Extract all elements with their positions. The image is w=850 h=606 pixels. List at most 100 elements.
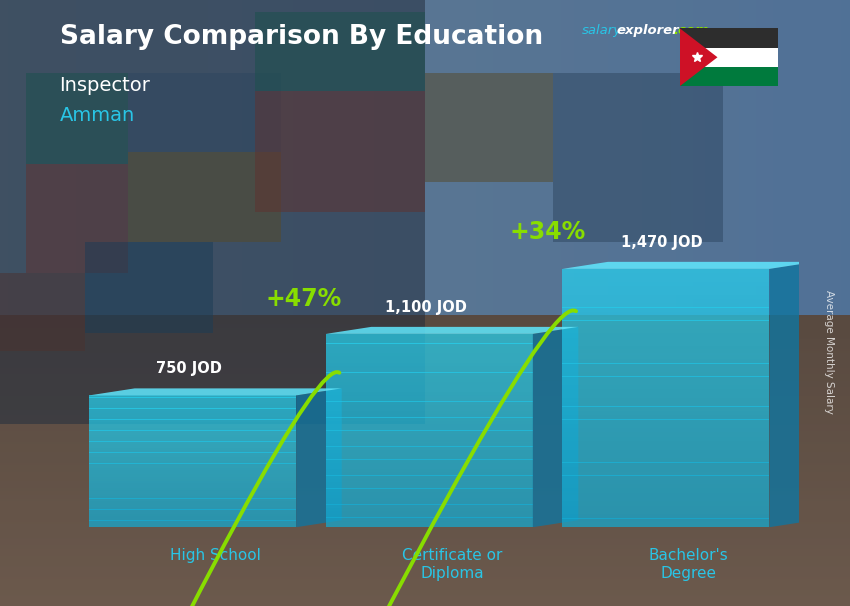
Bar (425, 73, 552, 182)
Bar (26, 73, 128, 164)
Bar (89, 510, 296, 512)
Bar (563, 299, 769, 304)
Bar (326, 466, 533, 469)
Bar (89, 496, 296, 499)
Text: Certificate or
Diploma: Certificate or Diploma (402, 548, 502, 581)
Bar (89, 503, 296, 505)
Bar (89, 446, 296, 448)
Bar (326, 366, 533, 369)
Bar (563, 475, 769, 480)
Bar (326, 405, 533, 408)
Bar (326, 347, 533, 350)
Bar (89, 464, 296, 465)
Bar (89, 507, 296, 510)
Bar (89, 479, 296, 481)
Bar (89, 454, 296, 457)
Bar (563, 338, 769, 342)
Bar (326, 376, 533, 379)
Bar (326, 359, 533, 363)
Bar (563, 519, 769, 523)
Bar (26, 164, 128, 273)
Polygon shape (326, 327, 578, 334)
Bar (89, 419, 296, 422)
Bar (563, 450, 769, 454)
Bar (128, 152, 280, 242)
Bar (85, 242, 212, 333)
Bar (89, 521, 296, 523)
Bar (255, 91, 425, 212)
Bar (563, 268, 769, 273)
Bar (326, 421, 533, 424)
Bar (89, 525, 296, 527)
Bar (326, 373, 533, 376)
Bar (89, 444, 296, 446)
Bar (89, 481, 296, 484)
Bar (326, 521, 533, 524)
Bar (563, 303, 769, 308)
Bar (89, 487, 296, 490)
Bar (563, 454, 769, 458)
Text: +34%: +34% (509, 220, 586, 244)
Bar (563, 497, 769, 501)
Bar (563, 376, 769, 381)
Bar (89, 435, 296, 437)
Bar (326, 450, 533, 453)
Bar (89, 492, 296, 494)
Bar (89, 468, 296, 470)
Bar (563, 484, 769, 488)
Text: +47%: +47% (265, 287, 342, 311)
Bar (89, 404, 296, 407)
Bar (563, 437, 769, 441)
Bar (89, 417, 296, 419)
Bar (326, 482, 533, 485)
Bar (89, 494, 296, 496)
Bar (326, 363, 533, 366)
Bar (563, 505, 769, 510)
Bar (89, 399, 296, 402)
Bar (326, 495, 533, 498)
Bar (563, 393, 769, 398)
Bar (563, 286, 769, 290)
Bar (89, 522, 296, 525)
Bar (89, 501, 296, 503)
Polygon shape (296, 388, 342, 527)
Text: Bachelor's
Degree: Bachelor's Degree (649, 548, 728, 581)
Bar (326, 401, 533, 405)
Bar (326, 472, 533, 476)
Bar (326, 518, 533, 521)
Bar (89, 518, 296, 521)
Bar (326, 488, 533, 492)
Bar (563, 398, 769, 402)
Bar (326, 379, 533, 382)
Bar (89, 485, 296, 488)
Bar (89, 474, 296, 477)
Bar (680, 48, 778, 67)
Text: salary: salary (582, 24, 622, 37)
Bar (89, 398, 296, 400)
Bar (89, 439, 296, 442)
Bar (89, 459, 296, 461)
Bar (563, 321, 769, 325)
Bar (326, 398, 533, 402)
Bar (89, 395, 296, 398)
Bar (563, 385, 769, 390)
Bar (563, 441, 769, 445)
Bar (326, 469, 533, 473)
Bar (326, 391, 533, 395)
Bar (563, 510, 769, 514)
Text: Inspector: Inspector (60, 76, 150, 95)
Bar (326, 334, 533, 337)
Bar (552, 73, 722, 242)
Bar (89, 514, 296, 516)
Bar (563, 282, 769, 286)
Bar (89, 452, 296, 454)
Bar (326, 485, 533, 488)
Bar (326, 427, 533, 430)
Bar (89, 437, 296, 439)
Bar (563, 381, 769, 385)
Bar (326, 382, 533, 385)
Bar (89, 470, 296, 472)
Bar (563, 290, 769, 295)
Bar (89, 424, 296, 426)
Bar (563, 523, 769, 527)
